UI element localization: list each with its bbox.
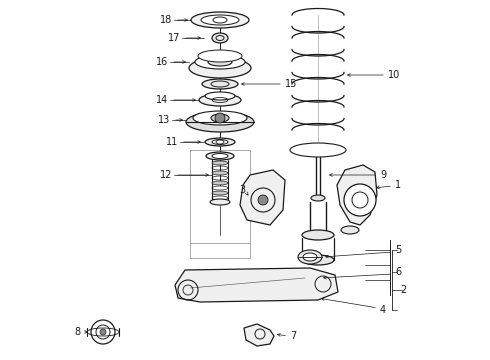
Text: 1: 1 [395, 180, 401, 190]
Ellipse shape [205, 138, 235, 146]
Ellipse shape [186, 112, 254, 132]
Text: 6: 6 [395, 267, 401, 277]
Text: 11: 11 [166, 137, 178, 147]
Text: 15: 15 [285, 79, 297, 89]
Circle shape [344, 184, 376, 216]
Polygon shape [244, 324, 274, 346]
Text: 16: 16 [156, 57, 168, 67]
Ellipse shape [189, 58, 251, 78]
Ellipse shape [212, 140, 228, 144]
Ellipse shape [302, 230, 334, 240]
Ellipse shape [202, 79, 238, 89]
Ellipse shape [199, 94, 241, 106]
Ellipse shape [205, 92, 235, 100]
Ellipse shape [211, 114, 229, 122]
Ellipse shape [212, 181, 228, 185]
Ellipse shape [212, 191, 228, 195]
Text: 10: 10 [388, 70, 400, 80]
Text: 17: 17 [168, 33, 180, 43]
Ellipse shape [311, 195, 325, 201]
Ellipse shape [212, 171, 228, 175]
Ellipse shape [290, 143, 346, 157]
Ellipse shape [206, 152, 234, 160]
Text: 8: 8 [74, 327, 80, 337]
Polygon shape [337, 165, 377, 225]
Ellipse shape [198, 50, 242, 62]
Text: 4: 4 [380, 305, 386, 315]
Text: 7: 7 [290, 331, 296, 341]
Circle shape [258, 195, 268, 205]
Ellipse shape [212, 153, 228, 158]
Text: 3: 3 [239, 185, 245, 195]
Ellipse shape [191, 12, 249, 28]
Polygon shape [175, 268, 338, 302]
Text: 2: 2 [400, 285, 406, 295]
Circle shape [215, 113, 225, 123]
Ellipse shape [302, 255, 334, 265]
Text: 9: 9 [380, 170, 386, 180]
Ellipse shape [208, 58, 232, 66]
Ellipse shape [193, 111, 247, 125]
Text: 18: 18 [160, 15, 172, 25]
Ellipse shape [210, 199, 230, 205]
Text: 13: 13 [158, 115, 170, 125]
Ellipse shape [212, 33, 228, 43]
Polygon shape [240, 170, 285, 225]
Bar [190, 150, 250, 243]
Text: 5: 5 [395, 245, 401, 255]
Ellipse shape [298, 250, 322, 264]
Ellipse shape [303, 272, 321, 284]
Circle shape [100, 329, 106, 335]
Ellipse shape [195, 55, 245, 69]
Ellipse shape [303, 253, 317, 261]
Text: 14: 14 [156, 95, 168, 105]
Text: 12: 12 [160, 170, 172, 180]
Ellipse shape [212, 161, 228, 165]
Ellipse shape [341, 226, 359, 234]
Ellipse shape [201, 15, 239, 25]
